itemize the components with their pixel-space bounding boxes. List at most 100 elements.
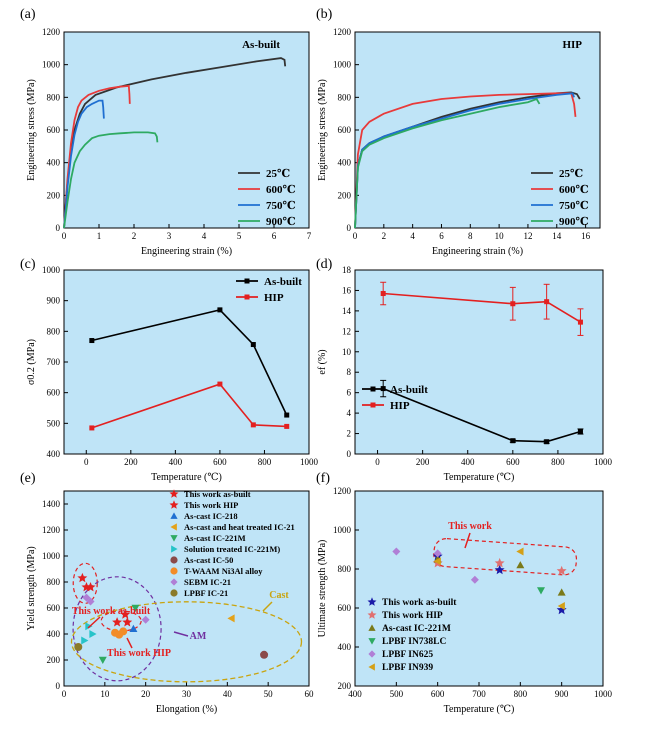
x-tick-label: 16 [581,231,591,241]
data-point [129,624,138,632]
y-tick-label: 1200 [42,27,61,37]
panel-b: 0 2 4 6 8 10 12 14 16 0 200 400 600 800 1000 1200 Engine… [316,7,601,257]
annotation-as-built: This work as-built [72,606,151,617]
y-tick-label: 1200 [42,525,61,535]
data-point [112,617,122,627]
axes: 0 200 400 600 800 1000 0 2 4 6 8 10 12 14 16 18 Temperat… [317,265,613,483]
series-f-3 [537,587,545,595]
legend-marker [171,545,178,553]
x-tick-label: 40 [223,689,233,699]
series-e-9 [74,643,83,651]
legend-label: SEBM IC-21 [184,577,231,587]
panel-a: 0 1 2 3 4 5 6 7 0 200 400 600 800 1000 1200 Engineering… [20,7,312,257]
legend-marker [170,512,178,519]
legend-label: This work HIP [382,611,443,621]
legend-label: HIP [390,400,410,412]
x-axis-label: Elongation (%) [156,704,217,715]
legend-entry: As-built [236,276,302,288]
y-tick-label: 0 [347,223,352,233]
legend-marker [367,610,377,619]
data-point [250,422,256,428]
legend-entry: LPBF IN625 [368,650,433,660]
y-tick-label: 18 [342,265,352,275]
data-point [544,439,550,445]
series-e-8 [82,593,150,624]
data-point [217,381,223,387]
legend-label: 900℃ [559,216,589,228]
legend-entry: This work HIP [367,610,443,621]
series-d-1 [380,281,584,336]
data-point [392,547,401,556]
plot-area [354,31,601,229]
legend-entry: LPBF IN939 [368,663,433,673]
y-tick-label: 6 [347,388,352,398]
series-line [63,131,159,229]
y-tick-label: 1000 [42,60,61,70]
legend-label: HIP [264,292,284,304]
legend-entry: LPBF IN738LC [368,637,446,647]
x-tick-label: 2 [132,231,137,241]
x-tick-label: 1000 [594,457,613,467]
legend-entry: This work HIP [169,500,238,510]
data-point [250,342,256,348]
legend-label: As-cast IC-221M [382,624,451,634]
y-tick-label: 200 [47,190,61,200]
legend-label: LPBF IN939 [382,663,433,673]
x-tick-label: 700 [472,689,486,699]
x-tick-label: 800 [514,689,528,699]
x-tick-label: 10 [100,689,110,699]
series-c-0 [89,307,290,418]
x-tick-label: 5 [237,231,242,241]
legend-label: 25℃ [559,168,583,180]
y-tick-label: 800 [338,92,352,102]
y-tick-label: 16 [342,285,352,295]
x-tick-label: 0 [84,457,89,467]
y-tick-label: 700 [47,357,61,367]
data-point [433,549,442,558]
y-tick-label: 10 [342,347,352,357]
legend-entry: This work as-built [367,597,457,608]
x-tick-label: 200 [416,457,430,467]
y-tick-label: 800 [47,92,61,102]
series-e-4 [98,604,140,664]
data-point [119,627,128,636]
x-tick-label: 8 [468,231,473,241]
data-point [537,587,545,595]
x-tick-label: 10 [495,231,505,241]
x-tick-label: 7 [307,231,312,241]
legend-entry: SEBM IC-21 [170,577,231,587]
legend-entry: 600℃ [531,184,589,196]
legend-entry: Solution treated IC-221M) [171,544,280,554]
legend-entry: 750℃ [238,200,296,212]
x-tick-label: 600 [506,457,520,467]
y-tick-label: 800 [47,577,61,587]
panel-inset-label: As-built [242,39,280,51]
legend-marker [244,278,250,284]
legend-entry: As-built [362,384,428,396]
y-tick-label: 0 [347,449,352,459]
series-e-7 [111,627,128,639]
x-tick-label: 1 [97,231,102,241]
x-tick-label: 4 [202,231,207,241]
data-point [544,299,550,305]
x-tick-label: 1000 [594,689,613,699]
y-tick-label: 200 [338,681,352,691]
data-point [577,319,583,325]
series-a-3 [63,131,159,229]
legend-label: 750℃ [559,200,589,212]
series-e-1 [112,609,133,627]
x-tick-label: 400 [461,457,475,467]
x-tick-label: 12 [523,231,532,241]
data-point [217,307,223,313]
data-point [516,561,525,569]
series-e-3 [227,614,235,623]
y-axis-label: Engineering stress (MPa) [317,79,328,181]
y-tick-label: 0 [56,223,61,233]
x-tick-label: 4 [410,231,415,241]
annotation-am: AM [190,631,207,642]
series-b-3 [354,97,541,229]
y-tick-label: 600 [338,125,352,135]
legend-entry: 600℃ [238,184,296,196]
data-point [494,564,505,575]
series-f-4 [392,547,479,584]
